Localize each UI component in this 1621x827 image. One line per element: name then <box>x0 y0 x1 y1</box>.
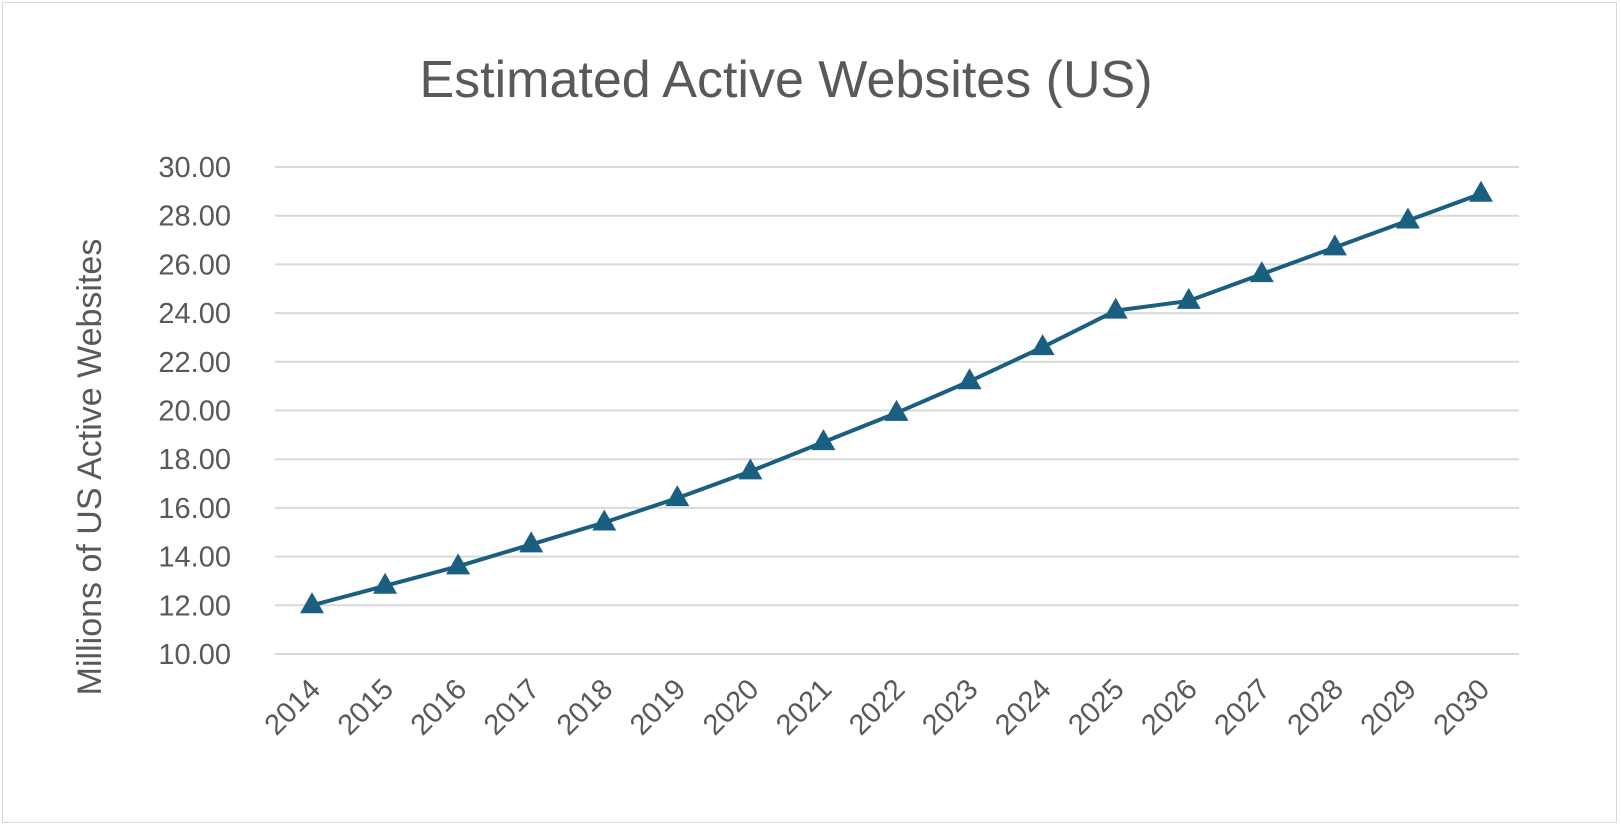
y-tick-label: 10.00 <box>158 639 231 671</box>
x-tick-label: 2018 <box>551 673 619 741</box>
data-point-2015 <box>373 572 398 594</box>
x-tick-label: 2021 <box>770 673 838 741</box>
y-tick-label: 22.00 <box>158 347 231 379</box>
y-tick-label: 20.00 <box>158 396 231 428</box>
data-point-2027 <box>1249 261 1274 283</box>
data-point-2025 <box>1103 297 1128 319</box>
data-point-2026 <box>1176 287 1201 309</box>
x-tick-label: 2022 <box>843 673 911 741</box>
x-tick-label: 2016 <box>405 673 473 741</box>
data-point-2017 <box>519 531 544 553</box>
y-tick-label: 18.00 <box>158 444 231 476</box>
data-point-2028 <box>1322 234 1347 256</box>
data-point-2018 <box>592 509 617 531</box>
x-tick-label: 2024 <box>989 673 1057 741</box>
x-tick-label: 2015 <box>332 673 400 741</box>
x-tick-label: 2023 <box>916 673 984 741</box>
series-line-0 <box>311 191 1482 608</box>
data-point-2021 <box>811 429 836 451</box>
x-tick-label: 2029 <box>1355 673 1423 741</box>
y-tick-label: 16.00 <box>158 493 231 525</box>
y-axis-ticks: 10.00 12.00 14.00 16.00 18.00 20.00 22.00 24.00… <box>158 152 231 671</box>
data-point-2014 <box>300 592 324 614</box>
x-tick-label: 2019 <box>624 673 692 741</box>
x-axis-ticks: 2014 2015 2016 2017 2018 2019 2020 2021 2022 2023… <box>259 673 1496 741</box>
y-tick-label: 12.00 <box>158 590 231 622</box>
data-point-2029 <box>1395 207 1420 229</box>
x-tick-label: 2028 <box>1282 673 1350 741</box>
data-point-2019 <box>665 485 690 507</box>
x-tick-label: 2014 <box>259 673 327 741</box>
data-point-2023 <box>957 368 982 390</box>
chart-title: Estimated Active Websites (US) <box>419 51 1152 109</box>
y-axis-title: Millions of US Active Websites <box>71 239 109 696</box>
y-tick-label: 28.00 <box>158 201 231 233</box>
x-tick-label: 2026 <box>1135 673 1203 741</box>
x-tick-label: 2030 <box>1428 673 1496 741</box>
data-point-2030 <box>1469 180 1493 202</box>
x-tick-label: 2027 <box>1209 673 1277 741</box>
y-tick-label: 14.00 <box>158 542 231 574</box>
data-point-2022 <box>884 399 909 421</box>
x-tick-label: 2020 <box>697 673 765 741</box>
x-tick-label: 2017 <box>478 673 546 741</box>
data-point-2020 <box>738 458 763 480</box>
x-tick-label: 2025 <box>1062 673 1130 741</box>
data-point-2016 <box>446 553 471 575</box>
data-point-2024 <box>1030 334 1055 356</box>
chart-svg: Estimated Active Websites (US) 10.00 12.0… <box>71 51 1519 742</box>
y-tick-label: 30.00 <box>158 152 231 184</box>
y-tick-label: 26.00 <box>158 249 231 281</box>
y-tick-label: 24.00 <box>158 298 231 330</box>
series-group <box>300 180 1493 614</box>
